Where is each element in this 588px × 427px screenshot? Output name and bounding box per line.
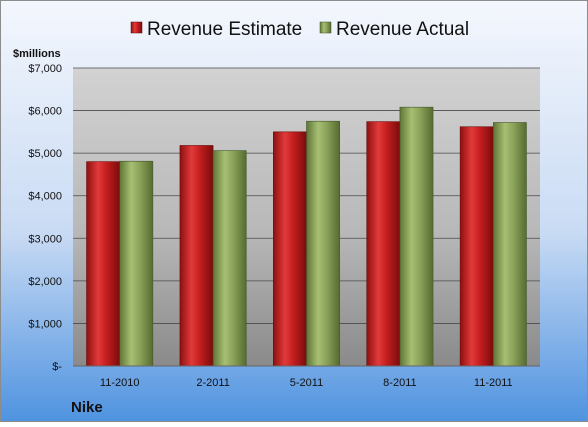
y-tick-label: $3,000 [28, 233, 62, 245]
bar-revenue-estimate-11-2010 [86, 161, 121, 367]
legend-swatch-revenue-estimate [130, 21, 143, 34]
y-tick-label: $- [52, 361, 62, 373]
x-tick-label: 11-2010 [100, 377, 140, 389]
legend-label-revenue-actual: Revenue Actual [336, 19, 469, 40]
y-axis-tick-labels: $- $1,000 $2,000 $3,000 $4,000 $5,000 $6,000 $7… [28, 63, 62, 373]
company-label: Nike [71, 399, 103, 416]
legend-swatch-revenue-actual [319, 21, 332, 34]
y-tick-label: $7,000 [28, 63, 62, 75]
y-tick-label: $5,000 [28, 148, 62, 160]
y-tick-label: $1,000 [28, 318, 62, 330]
bar-revenue-estimate-11-2011 [459, 126, 494, 367]
y-tick-label: $2,000 [28, 276, 62, 288]
bar-revenue-actual-11-2011 [492, 122, 527, 367]
x-axis-tick-labels: 11-2010 2-2011 5-2011 8-2011 11-2011 [100, 377, 513, 389]
legend: Revenue Estimate Revenue Actual [130, 19, 469, 40]
y-tick-label: $4,000 [28, 191, 62, 203]
x-tick-label: 5-2011 [290, 377, 323, 389]
bar-revenue-actual-11-2010 [119, 160, 154, 367]
x-tick-label: 8-2011 [383, 377, 416, 389]
bar-revenue-actual-8-2011 [399, 106, 434, 367]
legend-label-revenue-estimate: Revenue Estimate [147, 19, 302, 40]
x-tick-label: 2-2011 [196, 377, 229, 389]
x-tick-label: 11-2011 [474, 377, 513, 389]
bar-revenue-estimate-2-2011 [179, 145, 214, 367]
bar-revenue-actual-2-2011 [212, 150, 247, 367]
bar-revenue-estimate-8-2011 [366, 121, 401, 367]
bar-revenue-actual-5-2011 [306, 120, 340, 367]
y-tick-label: $6,000 [28, 106, 62, 118]
y-axis-unit-label: $millions [13, 48, 61, 60]
bar-revenue-estimate-5-2011 [273, 131, 307, 367]
